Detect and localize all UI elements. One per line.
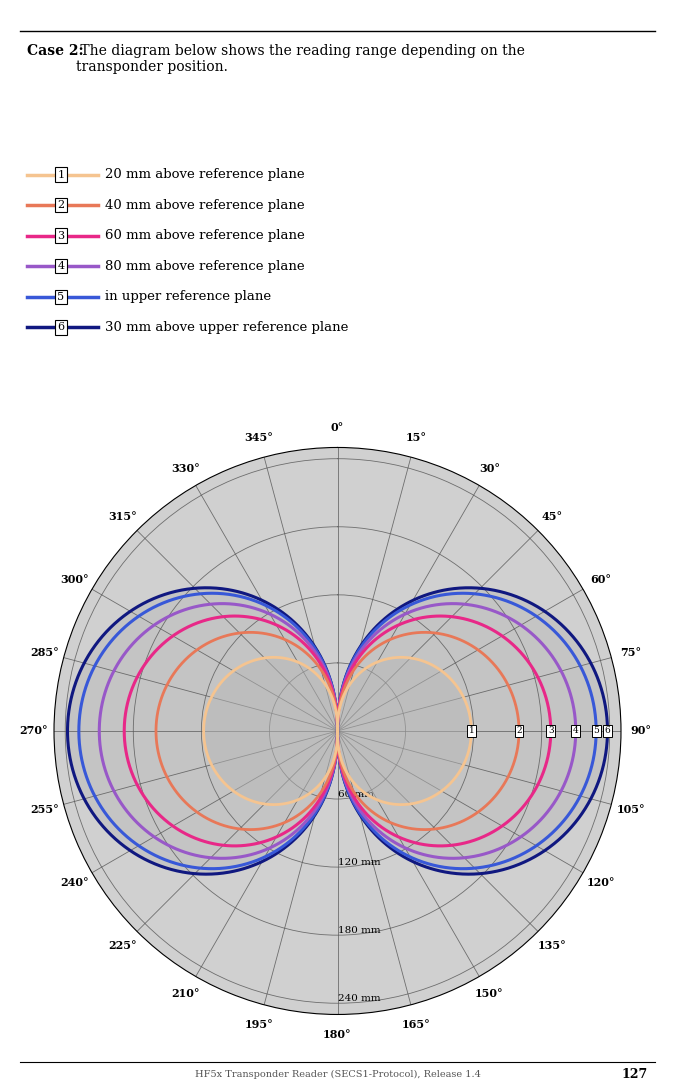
Text: 5: 5 [57,291,64,302]
Text: 127: 127 [622,1068,648,1081]
Text: 3: 3 [57,230,64,241]
Text: 60 mm above reference plane: 60 mm above reference plane [105,229,304,242]
Text: HF5x Transponder Reader (SECS1-Protocol), Release 1.4: HF5x Transponder Reader (SECS1-Protocol)… [194,1070,481,1079]
Text: The diagram below shows the reading range depending on the
transponder position.: The diagram below shows the reading rang… [76,44,524,74]
Text: 6: 6 [57,322,64,333]
Text: 80 mm above reference plane: 80 mm above reference plane [105,260,304,273]
Text: 5: 5 [593,727,599,735]
Text: 6: 6 [605,727,610,735]
Polygon shape [204,657,471,805]
Text: 40 mm above reference plane: 40 mm above reference plane [105,199,304,212]
Text: 1: 1 [468,727,475,735]
Text: 2: 2 [57,200,64,211]
Text: Case 2:: Case 2: [27,44,84,58]
Text: in upper reference plane: in upper reference plane [105,290,271,303]
Text: 4: 4 [573,727,578,735]
Text: 4: 4 [57,261,64,272]
Polygon shape [68,588,608,874]
Text: 2: 2 [516,727,522,735]
Text: 1: 1 [57,169,64,180]
Text: 3: 3 [548,727,554,735]
Text: 30 mm above upper reference plane: 30 mm above upper reference plane [105,321,348,334]
Text: 20 mm above reference plane: 20 mm above reference plane [105,168,304,181]
